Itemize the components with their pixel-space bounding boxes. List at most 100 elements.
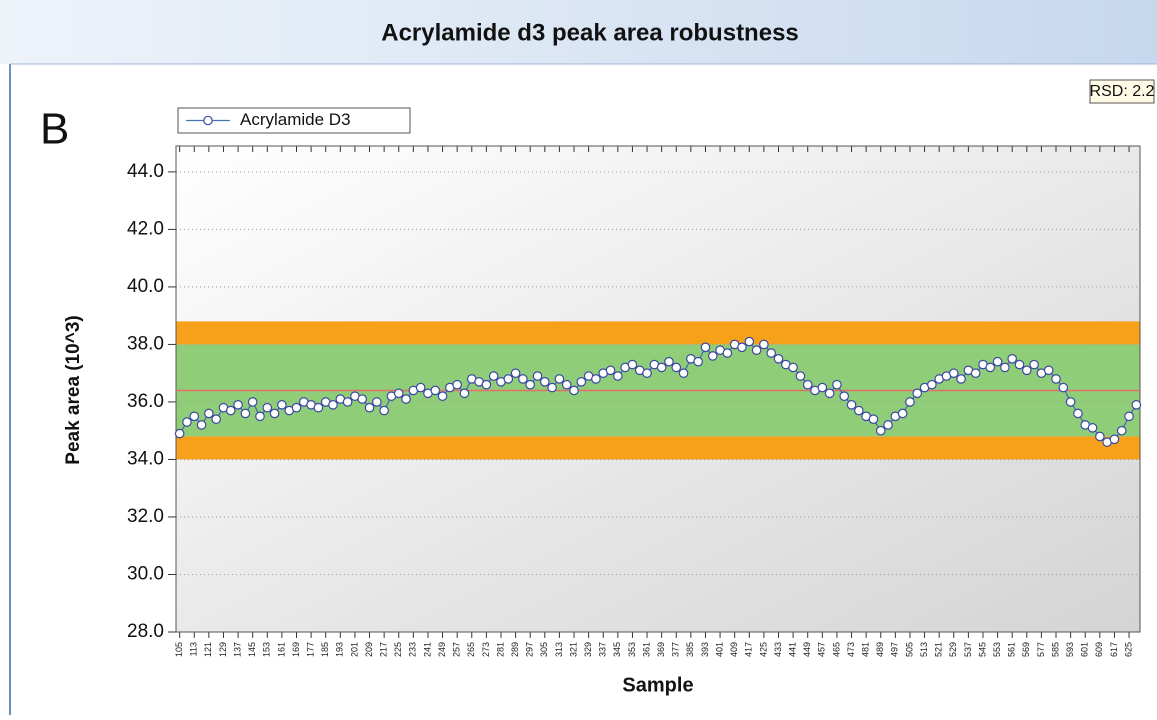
data-point (1043, 365, 1054, 376)
data-point (795, 371, 806, 381)
x-tick-label: 457 (817, 642, 827, 657)
x-axis-label: Sample (622, 674, 693, 696)
data-point (554, 374, 565, 384)
x-tick-label: 225 (393, 642, 403, 657)
x-tick-label: 265 (466, 642, 476, 657)
data-point (357, 394, 368, 404)
x-tick-label: 577 (1036, 642, 1046, 657)
data-point (722, 348, 733, 358)
data-point (233, 400, 243, 410)
data-point (459, 388, 470, 399)
data-point (1131, 400, 1142, 410)
data-point (927, 379, 937, 390)
data-point (291, 402, 302, 413)
x-tick-label: 161 (276, 642, 286, 657)
x-tick-label: 153 (262, 642, 272, 657)
x-tick-label: 521 (934, 642, 944, 657)
data-point (948, 368, 959, 378)
data-point (379, 405, 389, 416)
data-point (1109, 434, 1120, 445)
data-point (481, 379, 492, 390)
data-point (372, 397, 382, 407)
data-point (817, 382, 828, 393)
data-point (240, 408, 251, 419)
data-point (204, 408, 214, 419)
x-tick-label: 617 (1109, 642, 1119, 657)
data-point (737, 342, 747, 353)
data-point (452, 379, 462, 390)
header-band (0, 0, 1157, 64)
data-point (262, 402, 273, 413)
x-tick-label: 569 (1021, 642, 1031, 657)
y-tick-label: 42.0 (127, 218, 164, 239)
control-band (176, 321, 1140, 345)
panel-label: B (40, 105, 69, 154)
data-point (174, 428, 185, 439)
data-point (700, 342, 711, 353)
x-tick-label: 121 (203, 642, 213, 657)
data-point (269, 408, 280, 419)
data-point (868, 414, 879, 424)
x-tick-label: 465 (831, 642, 841, 657)
x-tick-label: 369 (656, 642, 666, 657)
data-point (707, 351, 718, 361)
x-tick-label: 401 (714, 642, 724, 657)
data-point (182, 417, 192, 427)
y-tick-label: 28.0 (127, 621, 164, 642)
data-point (1116, 425, 1127, 436)
data-point (1058, 382, 1069, 393)
x-tick-label: 289 (510, 642, 520, 657)
x-tick-label: 321 (568, 642, 578, 657)
data-point (525, 379, 535, 390)
data-point (328, 400, 338, 410)
data-point (547, 382, 557, 393)
data-point (1007, 354, 1017, 364)
x-tick-label: 393 (700, 642, 710, 657)
x-tick-label: 305 (539, 642, 549, 657)
data-point (751, 345, 762, 355)
y-tick-label: 38.0 (127, 333, 164, 354)
x-tick-label: 361 (641, 642, 651, 657)
data-point (759, 339, 769, 350)
data-point (1124, 411, 1134, 422)
annotation: RSD: 2.2 (1090, 83, 1155, 100)
data-point (518, 374, 528, 384)
data-point (277, 400, 287, 410)
data-point (1029, 359, 1039, 370)
data-point (561, 379, 572, 390)
data-point (1022, 365, 1032, 376)
data-point (342, 397, 353, 407)
x-tick-label: 193 (335, 642, 345, 657)
data-point (591, 374, 601, 384)
x-tick-label: 417 (744, 642, 754, 657)
data-point (1073, 408, 1083, 419)
x-tick-label: 185 (320, 642, 330, 657)
data-point (576, 377, 587, 387)
x-tick-label: 105 (174, 642, 184, 657)
data-point (773, 354, 784, 364)
data-point (364, 402, 375, 413)
x-tick-label: 553 (992, 642, 1002, 657)
y-tick-label: 30.0 (127, 564, 164, 585)
data-point (802, 379, 813, 390)
x-tick-label: 489 (875, 642, 885, 657)
data-point (992, 356, 1003, 367)
y-tick-label: 34.0 (127, 448, 164, 469)
x-tick-label: 177 (305, 642, 315, 657)
data-point (510, 368, 521, 378)
data-point (788, 362, 798, 373)
data-point (401, 394, 411, 404)
data-point (255, 411, 265, 422)
data-point (693, 356, 703, 367)
data-point (642, 368, 652, 378)
data-point (532, 371, 543, 381)
data-point (985, 362, 996, 373)
data-point (1065, 397, 1076, 407)
x-tick-label: 377 (671, 642, 681, 657)
x-tick-label: 537 (963, 642, 973, 657)
data-point (540, 377, 550, 387)
x-tick-label: 257 (452, 642, 462, 657)
data-point (883, 420, 893, 430)
data-point (211, 414, 221, 424)
